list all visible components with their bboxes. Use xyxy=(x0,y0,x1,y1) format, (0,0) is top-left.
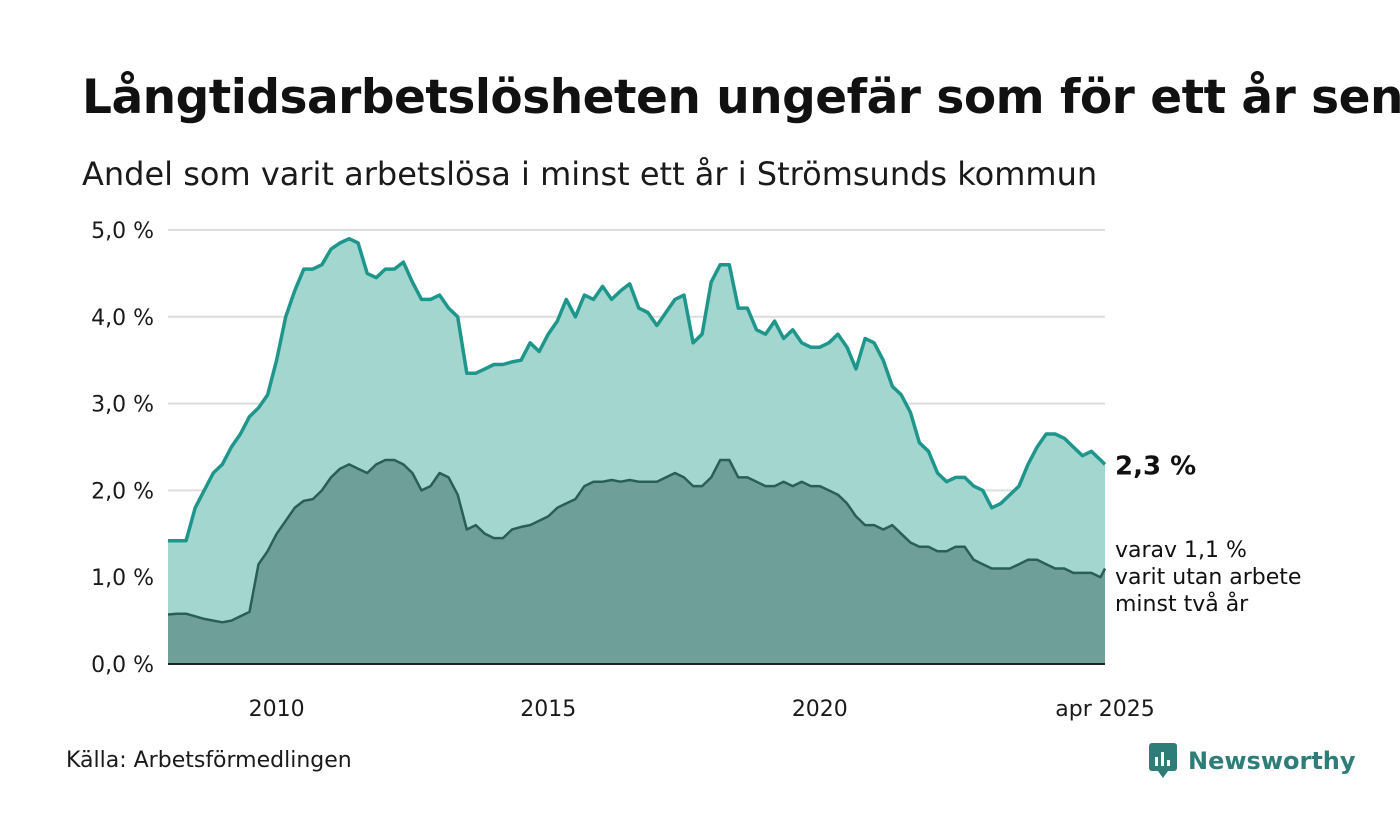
chart-title: Långtidsarbetslösheten ungefär som för e… xyxy=(82,70,1400,125)
y-tick-label: 5,0 % xyxy=(91,219,154,244)
y-tick-label: 2,0 % xyxy=(91,479,154,504)
y-tick-label: 0,0 % xyxy=(91,653,154,678)
y-axis: 0,0 % 1,0 % 2,0 % 3,0 % 4,0 % 5,0 % xyxy=(91,219,154,678)
lower-end-label-line: varit utan arbete xyxy=(1115,565,1301,590)
upper-end-label: 2,3 % xyxy=(1115,451,1196,481)
y-tick-label: 1,0 % xyxy=(91,566,154,591)
y-tick-label: 4,0 % xyxy=(91,306,154,331)
x-tick-label: 2010 xyxy=(249,697,305,722)
x-tick-label: 2015 xyxy=(520,697,576,722)
lower-line xyxy=(167,458,1107,624)
x-tick-label: apr 2025 xyxy=(1055,697,1154,722)
brand-name: Newsworthy xyxy=(1188,747,1356,775)
newsworthy-logo-icon xyxy=(1149,743,1177,778)
lower-area xyxy=(168,460,1105,664)
brand-logo: Newsworthy xyxy=(1148,742,1356,780)
lower-end-label-line: minst två år xyxy=(1115,591,1249,617)
x-tick-label: 2020 xyxy=(792,697,848,722)
chart-areas xyxy=(167,236,1107,664)
lower-end-label-line: varav 1,1 % xyxy=(1115,538,1247,563)
y-tick-label: 3,0 % xyxy=(91,393,154,418)
area-chart: 0,0 %1,0 %2,0 %3,0 %4,0 %5,0 % 2010 2015 2… xyxy=(91,219,1301,722)
chart-subtitle: Andel som varit arbetslösa i minst ett å… xyxy=(82,155,1098,193)
source-note: Källa: Arbetsförmedlingen xyxy=(66,748,352,773)
x-axis: 2010 2015 2020 apr 2025 xyxy=(168,663,1155,722)
upper-line xyxy=(168,236,1107,543)
